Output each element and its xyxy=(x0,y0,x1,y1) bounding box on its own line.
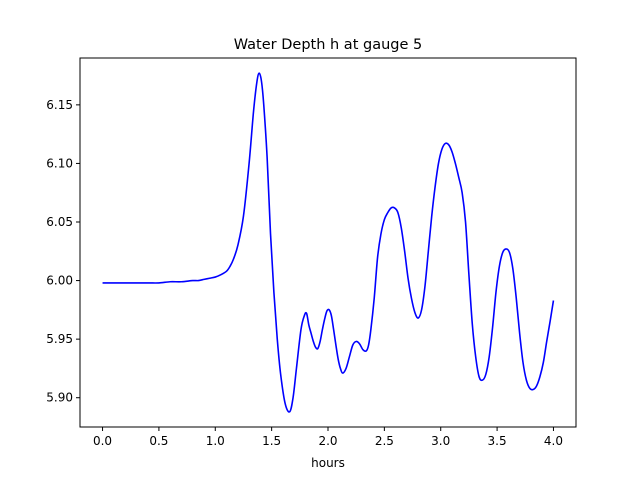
x-tick-label: 2.5 xyxy=(375,434,394,448)
y-tick-label: 6.05 xyxy=(46,215,73,229)
x-tick-label: 1.0 xyxy=(206,434,225,448)
x-tick-label: 0.5 xyxy=(149,434,168,448)
series-layer xyxy=(102,72,555,413)
x-tick-label: 1.5 xyxy=(262,434,281,448)
y-tick-label: 6.00 xyxy=(46,274,73,288)
x-axis-label: hours xyxy=(311,456,345,470)
y-axis: 5.90 5.95 6.00 6.05 6.10 6.15 xyxy=(46,98,80,405)
x-axis: 0.0 0.5 1.0 1.5 2.0 2.5 3.0 3.5 4.0 xyxy=(93,427,563,448)
x-tick-label: 2.0 xyxy=(318,434,337,448)
x-tick-label: 3.0 xyxy=(431,434,450,448)
x-tick-label: 4.0 xyxy=(544,434,563,448)
y-tick-label: 6.15 xyxy=(46,98,73,112)
x-tick-label: 0.0 xyxy=(93,434,112,448)
x-tick-label: 3.5 xyxy=(488,434,507,448)
y-tick-label: 6.10 xyxy=(46,156,73,170)
plot-area xyxy=(79,57,577,428)
series-line xyxy=(102,72,555,413)
y-tick-label: 5.90 xyxy=(46,391,73,405)
chart-title: Water Depth h at gauge 5 xyxy=(234,37,422,53)
y-tick-label: 5.95 xyxy=(46,332,73,346)
